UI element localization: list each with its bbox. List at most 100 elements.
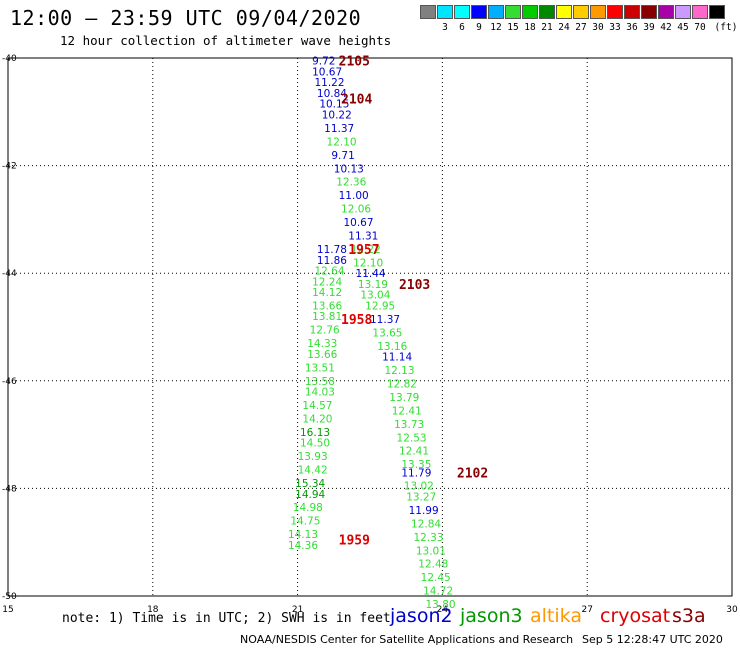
color-swatch (437, 5, 453, 19)
wave-height-label: 14.50 (300, 438, 330, 450)
x-tick-label: 27 (581, 605, 592, 615)
wave-height-label: 14.98 (293, 502, 323, 514)
wave-height-label: 12.13 (384, 365, 414, 377)
color-scale-label: 9 (476, 22, 482, 33)
wave-height-label: 11.44 (356, 268, 386, 280)
color-scale-label: 36 (626, 22, 638, 33)
color-scale-label: 18 (524, 22, 536, 33)
color-scale-label: 39 (643, 22, 655, 33)
color-swatch (471, 5, 487, 19)
legend-item-altika: altika (530, 605, 582, 627)
pass-time-label: 2105 (339, 55, 370, 70)
footer-credit: NOAA/NESDIS Center for Satellite Applica… (240, 633, 574, 646)
wave-height-label: 12.10 (327, 136, 357, 148)
wave-height-label: 13.58 (305, 376, 335, 388)
color-swatch (675, 5, 691, 19)
color-swatch (488, 5, 504, 19)
color-scale-label: 3 (442, 22, 448, 33)
color-scale-label: 33 (609, 22, 621, 33)
color-swatch (641, 5, 657, 19)
wave-height-label: 12.76 (310, 325, 340, 337)
wave-height-label: 14.03 (305, 387, 335, 399)
wave-height-label: 10.84 (317, 88, 347, 100)
y-tick-label: -44 (2, 269, 17, 279)
wave-height-label: 11.14 (382, 352, 412, 364)
wave-height-label: 10.13 (334, 163, 364, 175)
y-tick-label: -40 (2, 54, 17, 64)
wave-height-label: 12.84 (411, 518, 441, 530)
color-scale-label: 30 (592, 22, 604, 33)
color-swatch (505, 5, 521, 19)
wave-height-label: 11.99 (409, 505, 439, 517)
wave-height-label: 14.42 (298, 465, 328, 477)
wave-height-label: 12.41 (392, 405, 422, 417)
x-tick-label: 18 (147, 605, 159, 615)
wave-height-label: 11.00 (339, 190, 369, 202)
wave-height-label: 13.19 (358, 279, 388, 291)
color-scale-label: 24 (558, 22, 570, 33)
pass-time-label: 2103 (399, 278, 430, 293)
wave-height-label: 10.67 (343, 217, 373, 229)
legend-item-cryosat: cryosat (600, 605, 671, 627)
wave-height-label: 12.36 (336, 177, 366, 189)
wave-height-label: 10.15 (319, 99, 349, 111)
wave-height-label: 11.37 (324, 123, 354, 135)
color-scale-label: 45 (677, 22, 689, 33)
wave-height-label: 10.22 (322, 109, 352, 121)
wave-height-label: 9.72 (312, 56, 335, 68)
pass-time-label: 1958 (341, 313, 372, 328)
color-swatch (522, 5, 538, 19)
wave-height-label: 14.36 (288, 540, 318, 552)
wave-height-label: 12.24 (312, 276, 342, 288)
x-tick-label: 24 (437, 605, 449, 615)
color-swatch (658, 5, 674, 19)
wave-height-label: 11.79 (401, 467, 431, 479)
wave-height-label: 13.66 (307, 349, 337, 361)
color-swatch (624, 5, 640, 19)
color-swatch (556, 5, 572, 19)
wave-height-label: 12.48 (418, 559, 448, 571)
wave-height-label: 11.78 (317, 244, 347, 256)
wave-height-label: 16.13 (300, 427, 330, 439)
color-swatch (539, 5, 555, 19)
wave-height-label: 12.22 (351, 244, 381, 256)
x-tick-label: 30 (726, 605, 738, 615)
wave-height-label: 13.93 (298, 451, 328, 463)
legend-item-jason3: jason3 (460, 605, 523, 627)
wave-height-label: 12.64 (314, 266, 344, 278)
y-tick-label: -50 (2, 592, 17, 602)
footer-timestamp: Sep 5 12:28:47 UTC 2020 (582, 633, 723, 646)
wave-height-label: 9.71 (331, 150, 354, 162)
color-scale-label: 15 (507, 22, 519, 33)
wave-height-label: 13.79 (389, 392, 419, 404)
color-swatch (692, 5, 708, 19)
wave-height-label: 14.13 (288, 529, 318, 541)
wave-height-label: 11.86 (317, 255, 347, 267)
wave-height-label: 12.06 (341, 204, 371, 216)
wave-height-label: 14.12 (312, 287, 342, 299)
x-tick-label: 21 (292, 605, 303, 615)
wave-height-label: 12.33 (413, 532, 443, 544)
page-subtitle: 12 hour collection of altimeter wave hei… (60, 33, 392, 48)
note-text: note: 1) Time is in UTC; 2) SWH is in fe… (62, 611, 391, 626)
pass-time-label: 2102 (457, 466, 488, 481)
wave-height-label: 13.80 (426, 599, 456, 611)
wave-height-label: 13.02 (404, 481, 434, 493)
color-swatch (607, 5, 623, 19)
wave-height-label: 13.65 (372, 327, 402, 339)
color-swatch (590, 5, 606, 19)
wave-height-label: 12.82 (387, 378, 417, 390)
color-scale-label: 21 (541, 22, 553, 33)
wave-height-label: 12.10 (353, 257, 383, 269)
pass-time-label: 1959 (339, 534, 370, 549)
wave-height-label: 13.66 (312, 300, 342, 312)
page-title: 12:00 – 23:59 UTC 09/04/2020 (10, 6, 362, 30)
plot-frame (7, 57, 733, 597)
legend-item-s3a: s3a (672, 605, 706, 627)
color-scale-label: 27 (575, 22, 587, 33)
wave-height-label: 11.31 (348, 231, 378, 243)
wave-height-label: 12.45 (421, 572, 451, 584)
color-scale-label: 42 (660, 22, 672, 33)
pass-time-label: 2104 (341, 92, 372, 107)
